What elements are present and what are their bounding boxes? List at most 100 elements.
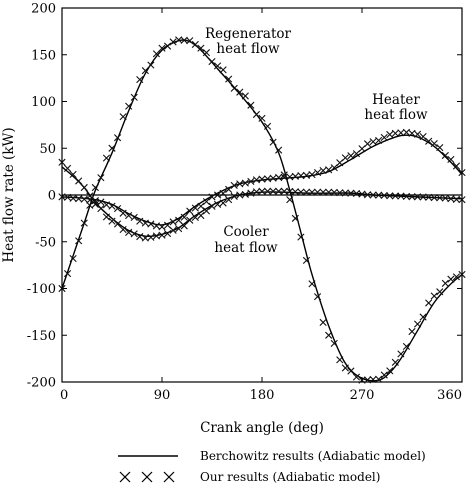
cooler-heat-flow-our-result-marker [419,193,427,201]
regenerator-heat-flow-our-result-marker [197,44,205,52]
heater-heat-flow-our-result-marker [402,128,411,136]
regenerator-heat-flow-our-result-marker [347,367,355,375]
y-tick-label: -100 [27,282,56,297]
regenerator-heat-flow-our-result-marker [191,40,199,49]
cooler-heat-flow-our-result-marker [197,211,205,220]
regenerator-heat-flow-our-result-marker [186,37,194,45]
regenerator-heat-flow-our-result-marker [319,318,327,326]
cooler-heat-flow-our-result-marker [225,196,233,204]
cooler-heat-flow-our-result-marker [258,187,266,195]
y-tick-label: -150 [27,329,56,344]
heater-heat-flow-our-result-marker [141,219,149,227]
heater-heat-flow-our-result-marker [113,204,122,213]
heater-heat-flow-our-result-marker [347,152,355,160]
cooler-heat-flow-our-result-marker [302,188,311,196]
regenerator-heat-flow-our-result-marker [202,49,211,57]
regenerator-heat-flow-our-result-marker [163,42,172,50]
heater-heat-flow-our-result-marker [136,217,144,225]
heater-heat-flow-our-result-marker [441,151,449,160]
regenerator-heat-flow-our-result-marker [291,214,299,222]
legend-x-symbol [163,471,175,483]
regenerator-heat-flow-our-result-marker [430,292,438,300]
heater-heat-flow-our-result-marker [102,201,111,209]
regenerator-heat-flow-our-result-marker [452,273,461,281]
cooler-heat-flow-our-result-marker [175,225,183,233]
regenerator-heat-flow-our-result-marker [375,375,383,383]
regenerator-heat-flow-our-result-marker [241,92,249,100]
regenerator-heat-flow-our-result-marker [341,364,349,372]
heater-heat-flow-our-result-marker [175,216,183,224]
regenerator-heat-flow-our-result-marker [219,66,227,74]
cooler-heat-flow-our-result-marker [413,193,422,201]
heater-heat-flow-our-result-marker [191,204,199,212]
heater-heat-flow-our-result-marker [391,129,399,137]
heater-heat-flow-our-result-marker [213,191,222,199]
y-tick-label: 100 [31,95,56,110]
annotation-cooler-line2: heat flow [214,240,278,256]
y-axis-ticks: 200 150 100 50 0 -50 -100 -150 -200 [27,2,462,391]
regenerator-heat-flow-our-result-marker [225,75,233,83]
regenerator-heat-flow-our-result-marker [419,313,427,321]
regenerator-heat-flow-our-result-marker [302,256,311,265]
heater-heat-flow-our-result-marker [380,133,388,142]
heater-heat-flow-our-result-marker [313,168,322,177]
cooler-heat-flow-our-result-marker [425,193,433,201]
cooler-heat-flow-our-result-marker [380,191,388,200]
legend: Berchowitz results (Adiabatic model) Our… [118,449,426,484]
regenerator-heat-flow-our-result-marker [158,44,166,52]
regenerator-heat-flow-our-result-marker [75,237,83,245]
cooler-heat-flow-our-result-marker [313,188,322,196]
regenerator-heat-flow-our-result-marker [441,279,449,287]
x-tick-label: 180 [250,388,275,403]
cooler-heat-flow-our-result-marker [319,188,327,196]
heater-heat-flow-our-result-marker [341,154,349,162]
heater-heat-flow-our-result-marker [208,193,216,201]
regenerator-heat-flow-our-result-marker [425,299,433,307]
cooler-heat-flow-our-result-marker [125,228,133,236]
cooler-heat-flow-our-result-marker [436,194,444,202]
regenerator-heat-flow-our-result-marker [58,284,66,293]
regenerator-heat-flow-our-result-marker [141,67,149,75]
regenerator-heat-flow-our-result-marker [247,101,255,109]
heater-heat-flow-our-result-marker [169,218,177,226]
cooler-heat-flow-our-result-marker [202,207,211,215]
regenerator-heat-flow-our-result-marker [169,38,177,46]
regenerator-heat-flow-our-result-marker [358,376,366,384]
cooler-heat-flow-our-result-marker [280,187,288,195]
annotation-regenerator-line2: heat flow [216,41,280,57]
regenerator-heat-flow-our-result-marker [175,36,183,44]
regenerator-heat-flow-our-result-marker [125,102,133,110]
cooler-heat-flow-our-result-marker [336,189,344,197]
x-tick-label: 270 [350,388,375,403]
heater-heat-flow-our-result-marker [80,195,88,203]
cooler-heat-flow-our-result-marker [80,183,88,192]
regenerator-heat-flow-our-result-marker [102,154,111,162]
x-axis-ticks: 0 90 180 270 360 [60,8,463,403]
regenerator-heat-flow-our-result-marker [436,288,444,296]
regenerator-heat-flow-our-result-marker [130,93,138,101]
regenerator-heat-flow-our-result-marker [408,327,416,336]
heater-heat-flow-our-result-marker [452,162,461,170]
heater-heat-flow-our-result-marker [241,179,249,187]
regenerator-heat-flow-our-result-marker [380,371,388,379]
x-axis-label: Crank angle (deg) [200,420,324,436]
regenerator-heat-flow-our-result-marker [263,122,272,130]
heater-heat-flow-our-result-marker [163,221,172,229]
regenerator-heat-flow-our-result-marker [280,171,288,179]
heater-heat-flow-our-result-marker [202,197,211,206]
x-tick-label: 0 [60,388,68,403]
cooler-heat-flow-our-result-marker [391,192,399,200]
heater-heat-flow-our-result-marker [430,139,438,148]
legend-label-berchowitz: Berchowitz results (Adiabatic model) [200,449,426,463]
cooler-heat-flow-our-result-marker [297,188,305,196]
heater-heat-flow-our-result-marker [325,166,333,174]
regenerator-heat-flow-our-result-marker [180,36,188,44]
cooler-heat-flow-our-result-marker [69,170,77,179]
regenerator-heat-flow-our-result-marker [119,113,127,121]
cooler-heat-flow-our-result-marker [163,229,172,238]
cooler-heat-flow-our-result-marker [308,188,316,196]
legend-x-symbols [119,471,175,483]
annotation-cooler: Cooler heat flow [214,224,278,256]
regenerator-heat-flow-our-result-marker [252,110,261,119]
heater-heat-flow-our-result-marker [230,181,238,190]
